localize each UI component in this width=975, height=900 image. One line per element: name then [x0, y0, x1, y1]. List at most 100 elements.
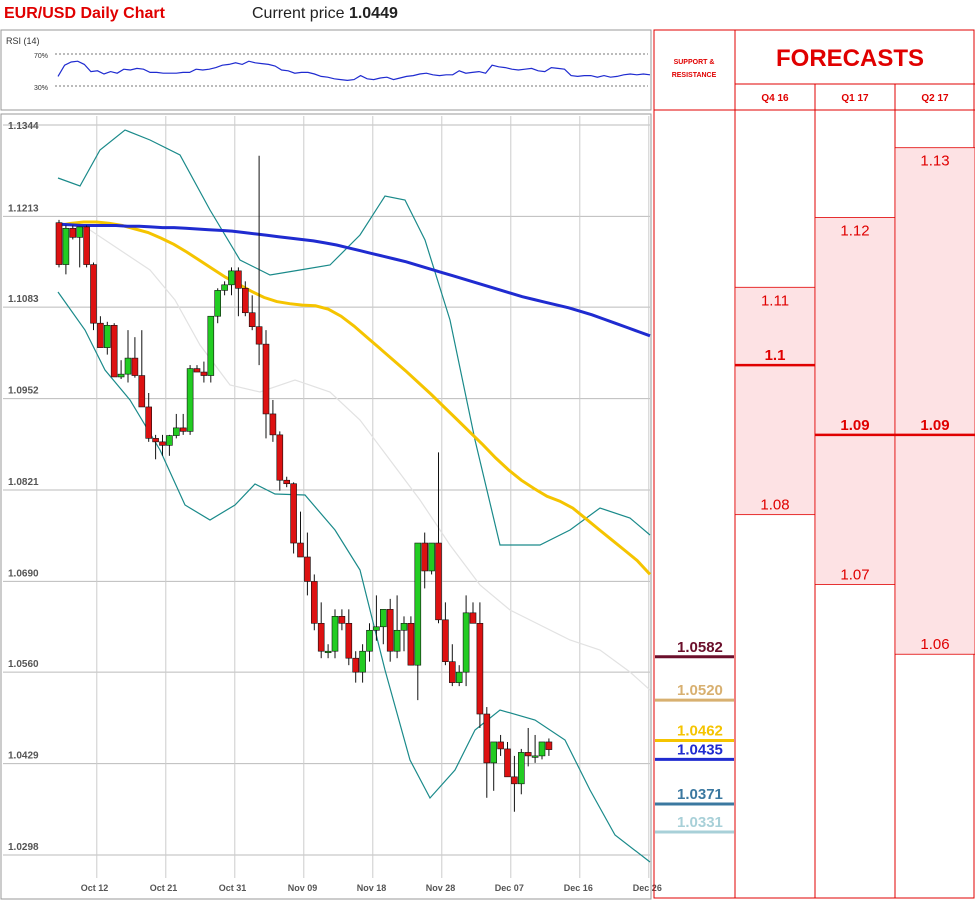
candle-body — [124, 357, 132, 375]
candle-body — [97, 322, 104, 348]
price-panel — [0, 113, 652, 900]
candle-body — [90, 264, 97, 324]
candle-body — [262, 343, 270, 415]
candle-body — [235, 270, 242, 289]
moving-average-blue — [57, 222, 651, 338]
forecast-low-value: 1.06 — [920, 636, 949, 653]
candle-body — [497, 741, 504, 750]
current-price-label: Current price — [252, 5, 345, 22]
candle-body — [276, 434, 284, 481]
y-tick-label: 1.0429 — [8, 751, 39, 762]
candle-body — [159, 441, 166, 446]
candle-body — [504, 748, 511, 778]
candle-body — [483, 713, 491, 764]
candle-body — [304, 556, 311, 582]
sr-header-line1: SUPPORT & — [674, 59, 715, 66]
candle-body — [352, 657, 360, 673]
x-tick-label: Dec 26 — [633, 883, 662, 893]
candle-body — [345, 622, 353, 659]
forecast-high-value: 1.13 — [920, 153, 949, 170]
level-label: 1.0435 — [677, 741, 723, 758]
candle-body — [207, 315, 215, 376]
candle-body — [310, 581, 318, 624]
candle-body — [166, 435, 173, 446]
x-tick-label: Oct 21 — [150, 883, 178, 893]
level-label: 1.0582 — [677, 639, 723, 656]
level-label: 1.0520 — [677, 682, 723, 699]
rsi-upper-label: 70% — [34, 53, 48, 60]
candle-body — [455, 671, 463, 683]
candle-body — [152, 438, 159, 443]
forecast-mid-value: 1.1 — [765, 347, 786, 364]
candle-body — [393, 629, 401, 652]
candle-body — [386, 609, 394, 652]
candle-body — [435, 542, 442, 621]
chart-title: EUR/USD Daily Chart — [4, 5, 165, 22]
candle-body — [69, 227, 77, 238]
level-label: 1.0462 — [677, 723, 723, 740]
bollinger-band — [57, 129, 651, 546]
forecast-range-box — [734, 286, 816, 516]
forecast-range-box — [814, 217, 896, 585]
candle-body — [179, 427, 187, 432]
y-tick-label: 1.0952 — [8, 386, 39, 397]
candle-body — [110, 324, 118, 378]
candle-body — [366, 629, 373, 652]
bollinger-band — [57, 291, 651, 863]
candle-body — [448, 661, 456, 683]
candle-body — [62, 227, 70, 265]
x-tick-label: Nov 18 — [357, 883, 387, 893]
forecast-title: FORECASTS — [776, 45, 924, 72]
candle-body — [421, 542, 429, 572]
candle-body — [338, 616, 346, 624]
forecast-low-value: 1.08 — [760, 497, 789, 514]
candle-body — [414, 542, 422, 666]
candle-body — [545, 741, 553, 750]
candle-body — [290, 483, 297, 544]
candle-body — [511, 776, 518, 785]
candle-body — [104, 324, 111, 348]
candle-body — [117, 373, 125, 378]
y-tick-label: 1.0560 — [8, 659, 39, 670]
candle-body — [76, 226, 83, 238]
forecast-mid-value: 1.09 — [920, 417, 949, 434]
forecast-high-value: 1.12 — [840, 222, 869, 239]
candle-body — [317, 622, 325, 652]
x-tick-label: Oct 31 — [219, 883, 247, 893]
candle-body — [359, 650, 366, 673]
candle-body — [373, 626, 380, 631]
level-label: 1.0331 — [677, 814, 723, 831]
y-tick-label: 1.0690 — [8, 568, 39, 579]
candle-body — [400, 622, 408, 631]
rsi-line — [57, 60, 651, 82]
candle-body — [214, 290, 221, 317]
bollinger-band — [57, 221, 651, 691]
candle-body — [538, 741, 546, 757]
candle-body — [331, 616, 339, 652]
x-tick-label: Nov 28 — [426, 883, 456, 893]
candle-body — [173, 427, 180, 436]
candle-body — [407, 622, 415, 666]
y-tick-label: 1.0298 — [8, 842, 39, 853]
forecast-column-header: Q4 16 — [761, 93, 789, 104]
candle-body — [517, 752, 525, 785]
x-tick-label: Nov 09 — [288, 883, 318, 893]
forecast-column-header: Q2 17 — [921, 93, 949, 104]
y-tick-label: 1.1083 — [8, 294, 39, 305]
rsi-label: RSI (14) — [6, 36, 40, 46]
candle-body — [524, 752, 532, 757]
candle-body — [428, 542, 435, 572]
candle-body — [145, 406, 152, 439]
candle-body — [462, 612, 470, 673]
candle-body — [83, 226, 90, 265]
candle-body — [324, 650, 332, 654]
candle-body — [476, 622, 484, 715]
candle-body — [221, 284, 228, 291]
current-price-value: 1.0449 — [348, 5, 398, 22]
candle-body — [255, 326, 263, 345]
candle-body — [131, 357, 139, 376]
forecast-column-header: Q1 17 — [841, 93, 869, 104]
candle-body — [269, 413, 277, 436]
candle-body — [442, 619, 449, 662]
candle-body — [283, 479, 291, 485]
